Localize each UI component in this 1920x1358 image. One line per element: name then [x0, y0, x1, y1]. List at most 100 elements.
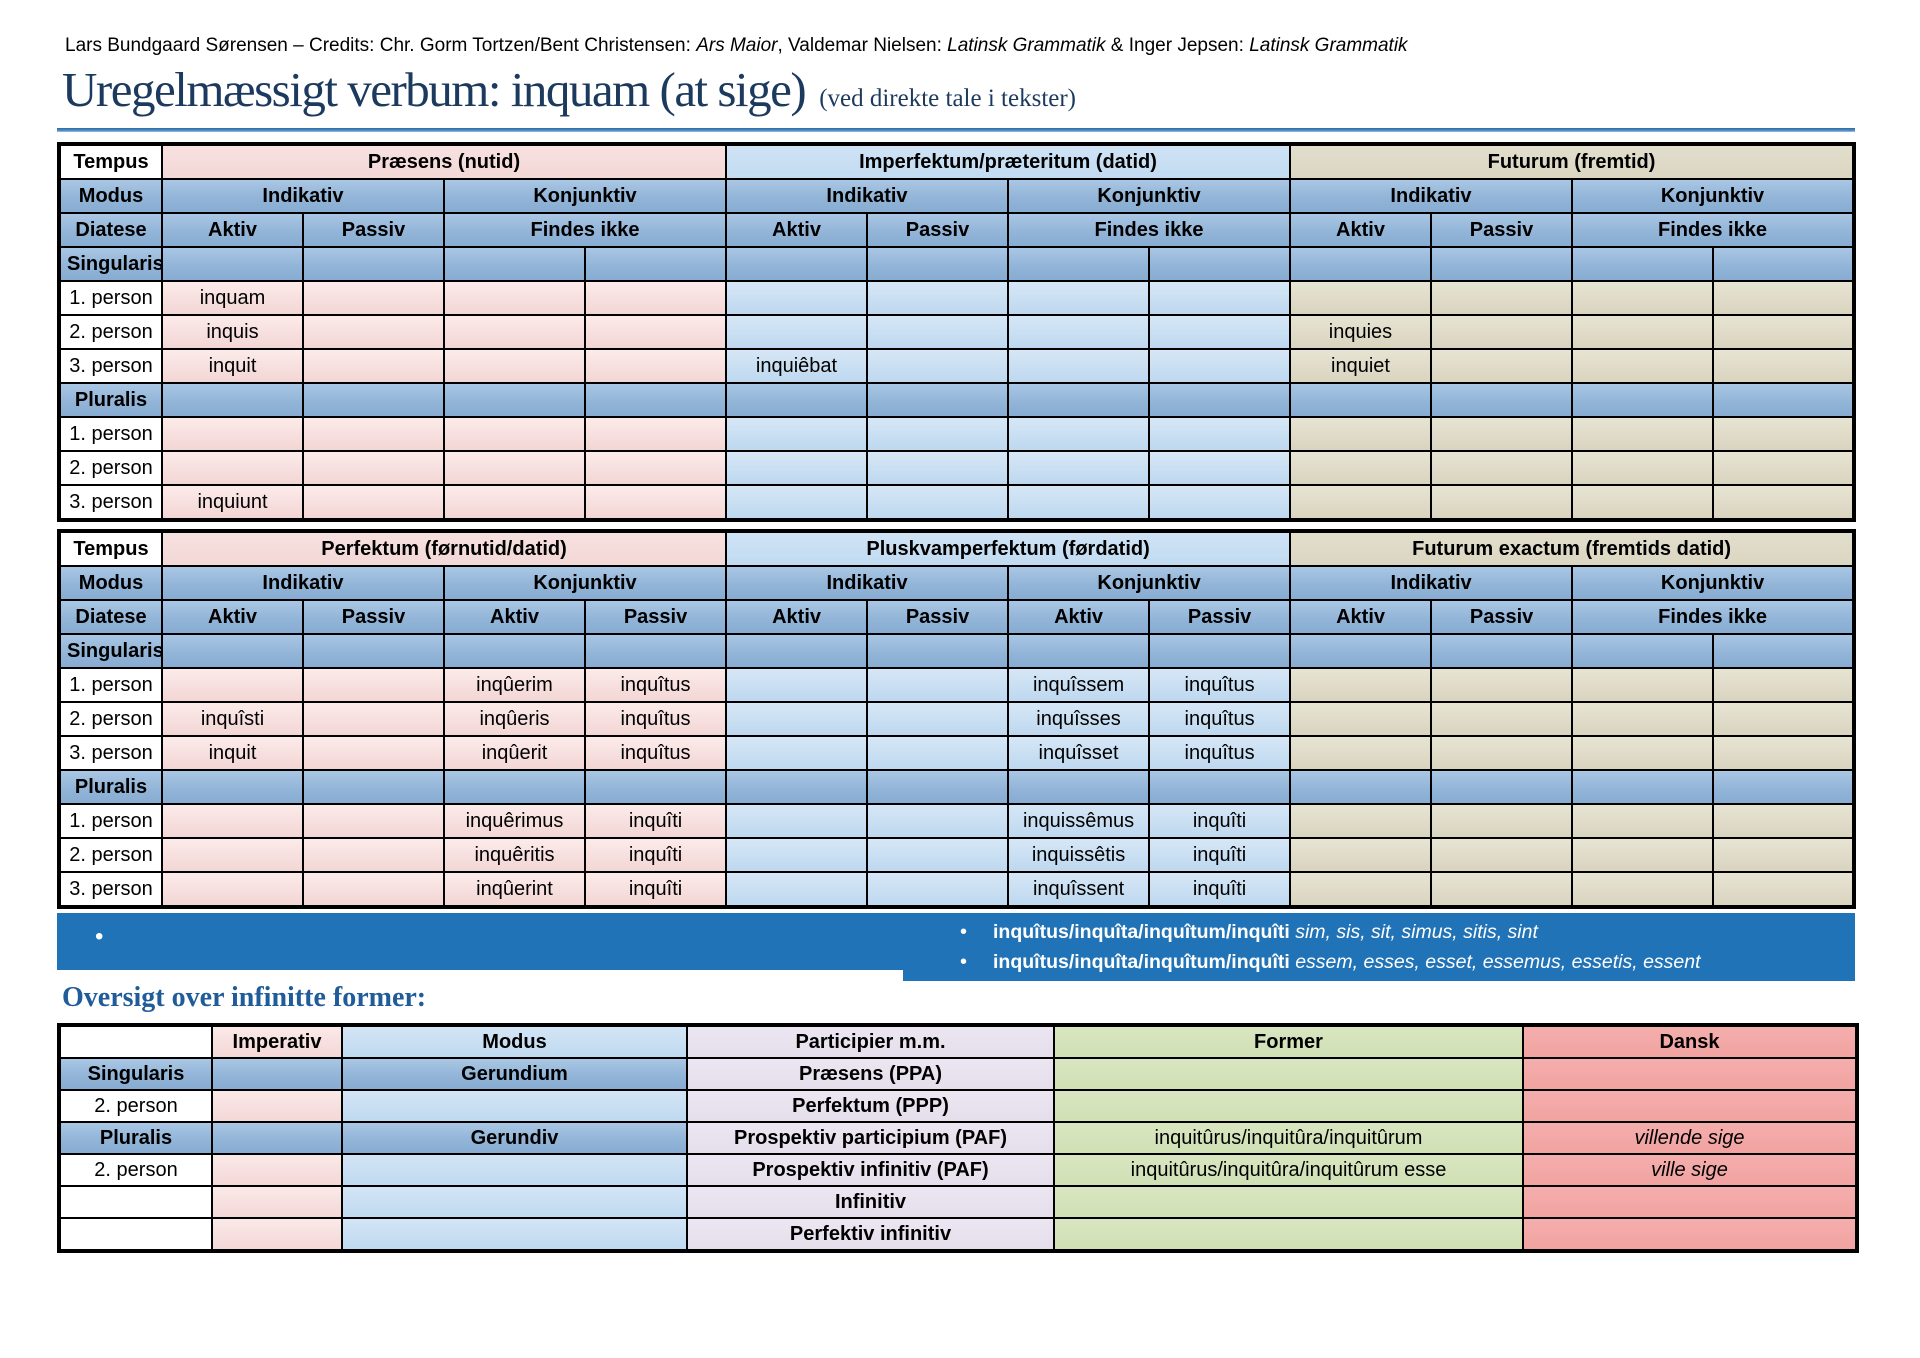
form-cell — [1430, 871, 1574, 908]
form-cell — [1571, 701, 1715, 737]
number-band-cell — [725, 246, 868, 282]
form-cell — [1148, 450, 1291, 486]
form-cell — [1289, 735, 1433, 771]
number-section-label: Pluralis — [58, 769, 163, 805]
form-cell — [866, 735, 1010, 771]
number-band-cell — [302, 769, 445, 805]
form-cell — [1711, 484, 1856, 521]
infinite-column-header: Dansk — [1522, 1024, 1858, 1059]
number-band-cell — [1289, 382, 1432, 418]
diatese-header: Aktiv — [161, 212, 304, 248]
modus-cell: Gerundium — [341, 1057, 688, 1091]
form-cell — [1148, 314, 1291, 350]
diatese-header: Passiv — [1430, 212, 1573, 248]
infinite-column-header: Former — [1053, 1024, 1524, 1059]
diatese-header: Aktiv — [725, 599, 869, 635]
number-band-cell — [1430, 633, 1574, 669]
form-cell: inquit — [161, 348, 304, 384]
dansk-cell: villende sige — [1522, 1121, 1858, 1155]
form-cell — [584, 348, 727, 384]
form-cell — [302, 450, 445, 486]
form-cell — [584, 450, 727, 486]
person-label: 1. person — [58, 667, 163, 703]
form-cell: inquîti — [583, 871, 728, 908]
form-cell — [866, 280, 1009, 316]
form-cell — [443, 280, 586, 316]
form-cell: inquîti — [1148, 837, 1292, 873]
number-band-cell — [1430, 769, 1574, 805]
form-cell — [1571, 348, 1714, 384]
form-cell — [866, 416, 1009, 452]
dansk-cell — [1522, 1057, 1858, 1091]
form-cell: inquîti — [583, 837, 728, 873]
imperativ-cell — [211, 1057, 343, 1091]
number-band-cell — [1430, 246, 1573, 282]
modus-header: Konjunktiv — [442, 565, 728, 601]
diatese-header: Passiv — [302, 599, 445, 635]
form-cell: inquiêbat — [725, 348, 868, 384]
former-cell — [1053, 1089, 1524, 1123]
number-band-cell — [584, 246, 727, 282]
note-line: • inquîtus/inquîta/inquîtum/inquîti sim, … — [903, 917, 1855, 947]
form-cell — [1148, 484, 1291, 521]
form-cell — [443, 348, 586, 384]
form-cell: inquîtus — [583, 701, 728, 737]
tempus-corner-label: Tempus — [58, 530, 163, 567]
number-band-cell — [1007, 633, 1151, 669]
form-cell — [1712, 871, 1856, 908]
person-label: 2. person — [58, 450, 163, 486]
form-cell — [443, 484, 586, 521]
modus-header: Indikativ — [161, 565, 445, 601]
diatese-header: Findes ikke — [1570, 212, 1856, 248]
form-cell — [1712, 701, 1856, 737]
person-label: 3. person — [58, 484, 163, 521]
credit-source-title: Latinsk Grammatik — [947, 35, 1106, 56]
form-cell — [1289, 484, 1432, 521]
form-cell — [1712, 803, 1856, 839]
form-cell — [725, 667, 869, 703]
infinite-row-label — [58, 1185, 213, 1219]
form-cell — [1289, 701, 1433, 737]
form-cell: inquissêtis — [1007, 837, 1151, 873]
number-band-cell — [1007, 382, 1150, 418]
form-cell — [302, 348, 445, 384]
dansk-cell — [1522, 1217, 1858, 1252]
form-cell — [161, 416, 304, 452]
form-cell — [302, 667, 445, 703]
form-cell: inquissêmus — [1007, 803, 1151, 839]
infinite-row-label — [58, 1217, 213, 1252]
modus-cell: Gerundiv — [341, 1121, 688, 1155]
form-cell: inquîtus — [1148, 667, 1292, 703]
form-cell — [866, 348, 1009, 384]
form-cell: inquîssem — [1007, 667, 1151, 703]
number-band-cell — [302, 382, 445, 418]
dansk-cell — [1522, 1185, 1858, 1219]
form-cell — [1571, 450, 1714, 486]
credit-source-title: Ars Maior — [696, 35, 778, 56]
number-band-cell — [161, 246, 304, 282]
infinite-column-header: Modus — [341, 1024, 688, 1059]
person-label: 2. person — [58, 701, 163, 737]
form-cell — [161, 837, 304, 873]
form-cell — [725, 871, 869, 908]
form-cell: inquîsset — [1007, 735, 1151, 771]
form-cell — [1571, 314, 1714, 350]
form-cell — [1711, 314, 1856, 350]
form-cell: inquîti — [1148, 803, 1292, 839]
notes-band-right: • inquîtus/inquîta/inquîtum/inquîti sim, … — [903, 913, 1855, 981]
form-cell — [302, 314, 445, 350]
form-cell — [1430, 450, 1573, 486]
form-cell — [161, 667, 304, 703]
modus-header: Indikativ — [725, 565, 1010, 601]
form-cell — [1571, 416, 1714, 452]
form-cell — [866, 314, 1009, 350]
form-cell: inquîtus — [583, 667, 728, 703]
credit-text: , Valdemar Nielsen: — [777, 35, 948, 56]
modus-cell — [341, 1217, 688, 1252]
form-cell — [1007, 416, 1150, 452]
number-band-cell — [1571, 769, 1715, 805]
number-band-cell — [1571, 246, 1714, 282]
form-cell — [866, 837, 1010, 873]
form-cell — [1571, 667, 1715, 703]
form-cell — [866, 450, 1009, 486]
